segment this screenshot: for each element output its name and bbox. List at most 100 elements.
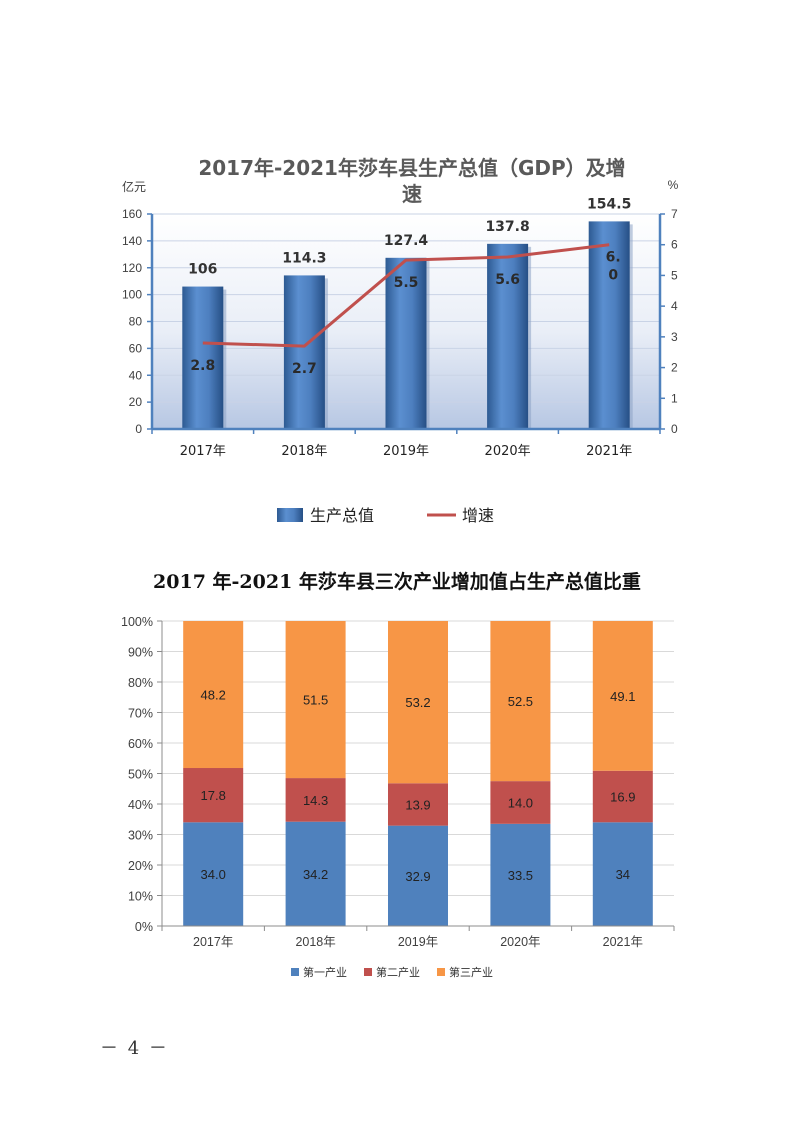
y-tick-label: 80% — [128, 676, 153, 690]
left-tick-label: 40 — [129, 368, 143, 382]
x-category-label: 2021年 — [586, 444, 632, 459]
y-tick-label: 10% — [128, 890, 153, 904]
segment-1 — [592, 822, 653, 926]
right-tick-label: 0 — [671, 422, 678, 436]
x-category-label: 2020年 — [500, 935, 540, 949]
left-tick-label: 100 — [122, 288, 142, 302]
y-tick-label: 20% — [128, 859, 153, 873]
segment-2 — [285, 778, 346, 822]
y-tick-label: 90% — [128, 646, 153, 660]
right-tick-label: 1 — [671, 391, 678, 405]
left-tick-label: 60 — [129, 341, 143, 355]
legend-tertiary-swatch — [437, 968, 445, 976]
left-tick-label: 80 — [129, 315, 143, 329]
y-tick-label: 40% — [128, 798, 153, 812]
right-tick-label: 2 — [671, 361, 678, 375]
gdp-bar — [588, 221, 630, 429]
segment-3 — [285, 621, 346, 779]
segment-3 — [592, 621, 653, 771]
segment-3 — [388, 621, 448, 784]
x-category-label: 2018年 — [295, 935, 335, 949]
y-tick-label: 0% — [135, 920, 153, 934]
legend-primary-swatch — [291, 968, 299, 976]
chart1-title-line2: 速 — [402, 182, 422, 206]
segment-value-label: 34.2 — [303, 867, 328, 882]
gdp-value-label: 127.4 — [384, 233, 429, 249]
y-tick-label: 30% — [128, 829, 153, 843]
segment-1 — [388, 825, 448, 926]
chart1-title-line1: 2017年-2021年莎车县生产总值（GDP）及增 — [198, 156, 625, 180]
segment-1 — [183, 822, 244, 926]
segment-value-label: 52.5 — [508, 694, 533, 709]
y-tick-label: 60% — [128, 737, 153, 751]
x-category-label: 2017年 — [180, 444, 226, 459]
chart1-legend: 生产总值 增速 — [277, 506, 494, 525]
legend-tertiary-label: 第三产业 — [449, 965, 493, 979]
right-tick-label: 6 — [671, 238, 678, 252]
gdp-bar — [385, 257, 427, 429]
industry-share-chart: 2017 年-2021 年莎车县三次产业增加值占生产总值比重 34.0 17.8 4… — [121, 570, 675, 979]
left-tick-label: 120 — [122, 261, 142, 275]
gdp-bar — [487, 243, 529, 429]
left-tick-label: 160 — [122, 207, 142, 221]
right-tick-label: 3 — [671, 330, 678, 344]
legend-secondary-label: 第二产业 — [376, 965, 420, 979]
segment-value-label: 32.9 — [405, 869, 430, 884]
segment-value-label: 14.3 — [303, 793, 328, 808]
segment-2 — [592, 770, 653, 823]
right-tick-label: 5 — [671, 268, 678, 282]
growth-value-label: 5.6 — [495, 272, 520, 288]
segment-2 — [388, 783, 448, 826]
x-category-label: 2021年 — [603, 935, 643, 949]
y-tick-label: 70% — [128, 707, 153, 721]
segment-value-label: 13.9 — [405, 797, 430, 812]
growth-line — [202, 243, 610, 348]
left-tick-label: 140 — [122, 234, 142, 248]
segment-value-label: 34.0 — [201, 867, 226, 882]
chart2-legend: 第一产业 第二产业 第三产业 — [291, 965, 493, 979]
growth-value-label: 2.8 — [190, 358, 215, 374]
growth-value-label: 6. 0 — [606, 250, 621, 284]
segment-1 — [490, 823, 551, 926]
gdp-growth-chart: 2017年-2021年莎车县生产总值（GDP）及增 速 亿元 % 0204060… — [122, 156, 679, 525]
segment-value-label: 33.5 — [508, 868, 533, 883]
chart2-title: 2017 年-2021 年莎车县三次产业增加值占生产总值比重 — [153, 570, 641, 593]
left-tick-label: 0 — [135, 422, 142, 436]
legend-bar-label: 生产总值 — [310, 506, 374, 525]
gdp-value-label: 137.8 — [485, 219, 529, 235]
x-category-label: 2018年 — [281, 444, 327, 459]
segment-2 — [490, 781, 551, 824]
legend-line-label: 增速 — [462, 506, 494, 525]
gdp-bar — [182, 286, 224, 429]
x-category-label: 2019年 — [383, 444, 429, 459]
segment-value-label: 14.0 — [508, 795, 533, 810]
legend-secondary-swatch — [364, 968, 372, 976]
segment-1 — [285, 821, 346, 926]
segment-value-label: 16.9 — [610, 790, 635, 805]
gdp-bar — [283, 275, 325, 429]
segment-3 — [183, 621, 244, 769]
growth-value-label: 2.7 — [292, 361, 317, 377]
segment-3 — [490, 621, 551, 782]
y-tick-label: 100% — [121, 615, 153, 629]
page-number: － 4 － — [100, 1038, 169, 1059]
segment-value-label: 49.1 — [610, 689, 635, 704]
y-tick-label: 50% — [128, 768, 153, 782]
x-category-label: 2017年 — [193, 935, 233, 949]
gdp-value-label: 114.3 — [282, 250, 326, 266]
gdp-value-label: 106 — [188, 262, 217, 278]
x-category-label: 2020年 — [485, 444, 531, 459]
right-axis-unit: % — [668, 178, 679, 192]
right-tick-label: 7 — [671, 207, 678, 221]
left-tick-label: 20 — [129, 395, 143, 409]
segment-value-label: 51.5 — [303, 693, 328, 708]
segment-2 — [183, 768, 244, 823]
gdp-value-label: 154.5 — [587, 196, 631, 212]
legend-bar-swatch — [277, 508, 303, 522]
segment-value-label: 17.8 — [201, 788, 226, 803]
x-category-label: 2019年 — [398, 935, 438, 949]
left-axis-unit: 亿元 — [122, 179, 146, 194]
right-tick-label: 4 — [671, 299, 678, 313]
growth-value-label: 5.5 — [394, 275, 419, 291]
legend-primary-label: 第一产业 — [303, 965, 347, 979]
